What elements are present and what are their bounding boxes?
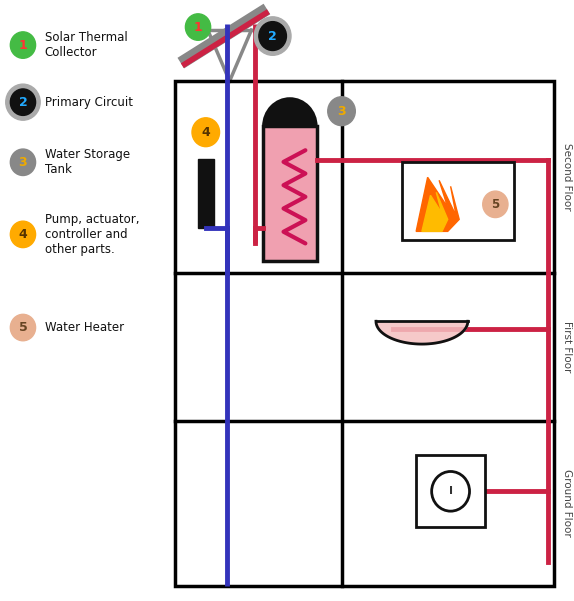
Text: Ground Floor: Ground Floor	[561, 469, 572, 537]
Circle shape	[6, 84, 40, 120]
Polygon shape	[416, 177, 459, 231]
Circle shape	[10, 149, 36, 175]
Circle shape	[483, 191, 508, 218]
Circle shape	[254, 17, 291, 55]
Text: Pump, actuator,
controller and
other parts.: Pump, actuator, controller and other par…	[45, 213, 139, 256]
Bar	[402, 162, 514, 240]
Bar	[263, 126, 317, 261]
Text: 4: 4	[201, 126, 210, 139]
Circle shape	[259, 22, 286, 50]
Circle shape	[10, 89, 36, 115]
Circle shape	[10, 314, 36, 341]
Text: Primary Circuit: Primary Circuit	[45, 96, 133, 109]
Circle shape	[10, 32, 36, 58]
Circle shape	[432, 471, 470, 511]
Wedge shape	[263, 98, 317, 126]
Circle shape	[185, 14, 211, 40]
Circle shape	[328, 97, 355, 126]
Text: 3: 3	[337, 105, 346, 118]
Text: 2: 2	[18, 96, 28, 109]
Text: Second Floor: Second Floor	[561, 144, 572, 211]
Polygon shape	[422, 192, 448, 231]
Circle shape	[192, 118, 219, 147]
Text: 2: 2	[268, 29, 277, 43]
Bar	[416, 456, 485, 528]
Text: 4: 4	[18, 228, 28, 241]
Text: Water Heater: Water Heater	[45, 321, 124, 334]
Text: 3: 3	[18, 156, 28, 169]
Text: First Floor: First Floor	[561, 322, 572, 373]
Text: I: I	[449, 486, 452, 496]
Text: 5: 5	[491, 198, 499, 211]
Text: 1: 1	[193, 20, 203, 34]
Text: 1: 1	[18, 38, 28, 52]
Text: Solar Thermal
Collector: Solar Thermal Collector	[45, 31, 127, 59]
Circle shape	[10, 221, 36, 248]
Bar	[198, 159, 214, 228]
Text: 5: 5	[18, 321, 28, 334]
Text: Water Storage
Tank: Water Storage Tank	[45, 148, 130, 176]
